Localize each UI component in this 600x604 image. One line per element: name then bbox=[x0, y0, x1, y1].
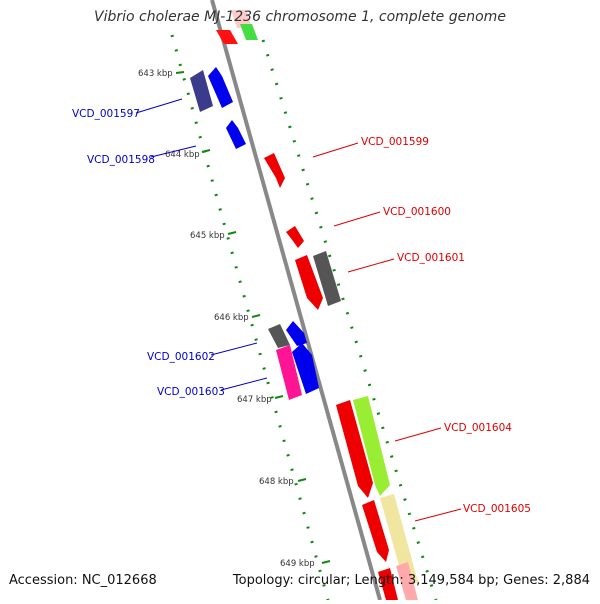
gene-label-vcd-001599[interactable]: VCD_001599 bbox=[361, 136, 429, 148]
map-title: Vibrio cholerae MJ-1236 chromosome 1, co… bbox=[94, 9, 506, 25]
gene-label-vcd-001598[interactable]: VCD_001598 bbox=[87, 154, 155, 166]
leader-line bbox=[135, 98, 183, 114]
tick-mark bbox=[321, 560, 331, 564]
tick-label-645: 645 kbp bbox=[190, 231, 225, 241]
gene-feature-grey-small[interactable] bbox=[268, 324, 290, 348]
gene-feature-vcd-001604-green[interactable] bbox=[353, 396, 390, 496]
gene-feature[interactable] bbox=[216, 30, 238, 44]
genome-backbone bbox=[210, 0, 382, 601]
inner-reverse-dotted-track bbox=[170, 34, 330, 601]
gene-feature-vcd-001597[interactable] bbox=[208, 67, 233, 108]
gene-feature-vcd-001603-blue[interactable] bbox=[292, 343, 319, 394]
gene-feature-vcd-001605-yellow[interactable] bbox=[380, 494, 418, 587]
gene-feature-vcd-001600[interactable] bbox=[286, 226, 304, 248]
gene-feature-vcd-001602[interactable] bbox=[286, 321, 307, 346]
gene-feature-bottom-pink[interactable] bbox=[396, 562, 418, 600]
gene-feature[interactable] bbox=[240, 24, 258, 40]
gene-feature-vcd-001598[interactable] bbox=[226, 120, 246, 149]
gene-feature-vcd-001603-pink[interactable] bbox=[276, 345, 302, 400]
gene-feature-vcd-001605-red[interactable] bbox=[362, 500, 389, 562]
gene-label-vcd-001603[interactable]: VCD_001603 bbox=[157, 386, 225, 398]
gene-feature[interactable] bbox=[231, 10, 252, 28]
tick-label-646: 646 kbp bbox=[214, 313, 249, 323]
tick-label-643: 643 kbp bbox=[138, 69, 173, 79]
leader-line bbox=[220, 377, 268, 391]
gene-label-vcd-001600[interactable]: VCD_001600 bbox=[383, 206, 451, 218]
tick-mark bbox=[201, 149, 211, 153]
tick-label-648: 648 kbp bbox=[259, 477, 294, 487]
outer-forward-dotted-track bbox=[261, 39, 438, 601]
tick-mark bbox=[175, 71, 185, 74]
leader-line bbox=[210, 342, 258, 356]
leader-line bbox=[333, 211, 381, 227]
tick-mark bbox=[227, 231, 237, 235]
reverse-label-leaders bbox=[135, 98, 268, 391]
gene-feature-vcd-001601-red[interactable] bbox=[295, 255, 323, 310]
accession-text: Accession: NC_012668 bbox=[9, 573, 157, 588]
gene-feature-vcd-001604-red[interactable] bbox=[336, 400, 373, 498]
gene-label-vcd-001604[interactable]: VCD_001604 bbox=[444, 422, 512, 434]
tick-mark bbox=[274, 395, 284, 399]
gene-label-vcd-001601[interactable]: VCD_001601 bbox=[397, 252, 465, 264]
gene-label-vcd-001602[interactable]: VCD_001602 bbox=[147, 351, 215, 363]
leader-line bbox=[347, 258, 395, 273]
leader-line bbox=[150, 145, 197, 158]
tick-label-644: 644 kbp bbox=[165, 150, 200, 160]
forward-label-leaders bbox=[312, 142, 462, 522]
genome-stats-text: Topology: circular; Length: 3,149,584 bp… bbox=[232, 573, 590, 588]
leader-line bbox=[414, 508, 462, 522]
tick-mark bbox=[297, 478, 307, 482]
gene-label-vcd-001605[interactable]: VCD_001605 bbox=[463, 503, 531, 515]
gene-label-vcd-001597[interactable]: VCD_001597 bbox=[72, 108, 140, 120]
gene-feature-vcd-001599[interactable] bbox=[264, 153, 285, 188]
gene-feature-dark-purple[interactable] bbox=[190, 70, 213, 112]
leader-line bbox=[312, 142, 359, 158]
tick-label-647: 647 kbp bbox=[237, 395, 272, 405]
tick-marks bbox=[175, 71, 331, 564]
leader-line bbox=[394, 427, 442, 442]
gene-feature-bottom-red[interactable] bbox=[378, 568, 398, 600]
tick-mark bbox=[251, 314, 261, 318]
tick-label-649: 649 kbp bbox=[280, 559, 315, 569]
gene-feature-vcd-001601-grey[interactable] bbox=[313, 251, 341, 306]
